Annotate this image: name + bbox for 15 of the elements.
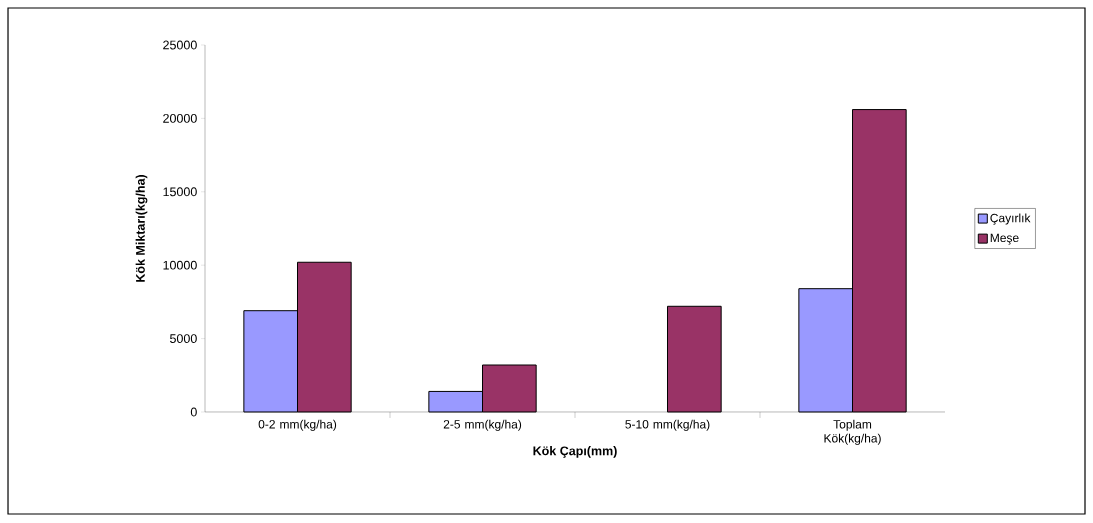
y-tick-label: 5000	[170, 334, 197, 344]
x-tick-label: 5-10 mm(kg/ha)	[625, 419, 710, 431]
y-axis-title: Kök Miktarı(kg/ha)	[135, 174, 148, 282]
y-tick-label: 20000	[163, 113, 197, 123]
y-tick-label: 25000	[163, 40, 197, 50]
x-tick-label: Toplam Kök(kg/ha)	[824, 419, 881, 445]
legend-label: Meşe	[990, 233, 1019, 245]
y-tick-label: 10000	[163, 260, 197, 270]
x-axis-title: Kök Çapı(mm)	[533, 446, 617, 458]
x-tick-label: 2-5 mm(kg/ha)	[443, 419, 522, 431]
x-tick-label: 0-2 mm(kg/ha)	[258, 419, 337, 431]
y-tick-label: 0	[190, 407, 197, 417]
y-tick-label: 15000	[163, 187, 197, 197]
bar	[667, 305, 722, 413]
legend-label: Çayırlık	[990, 213, 1031, 225]
